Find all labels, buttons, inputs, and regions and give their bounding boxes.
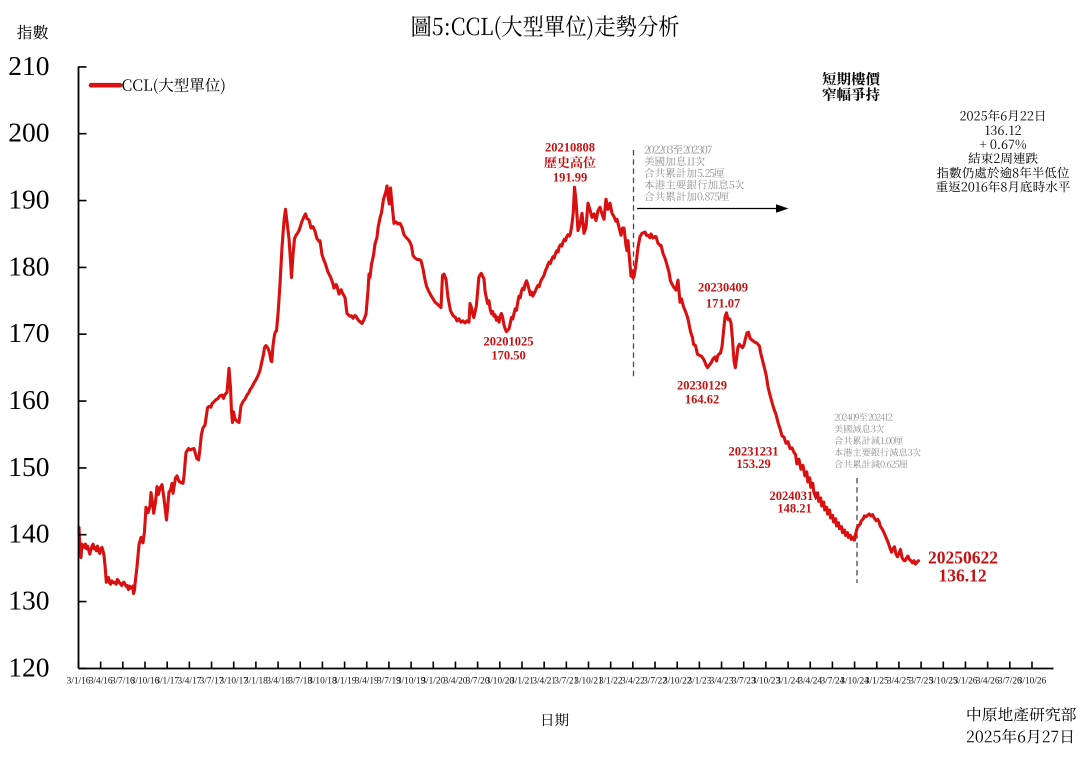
svg-text:120: 120 [8, 651, 49, 682]
svg-text:3/7/16: 3/7/16 [111, 677, 135, 687]
svg-text:3/10/18: 3/10/18 [308, 677, 337, 687]
svg-text:20240317: 20240317 [770, 489, 820, 503]
svg-text:3/7/23: 3/7/23 [732, 677, 756, 687]
svg-text:200: 200 [8, 117, 49, 148]
svg-text:20250622: 20250622 [928, 547, 998, 567]
svg-text:3/10/25: 3/10/25 [929, 677, 958, 687]
svg-text:3/10/21: 3/10/21 [574, 677, 603, 687]
svg-text:148.21: 148.21 [777, 502, 811, 516]
svg-text:130: 130 [8, 585, 49, 616]
svg-text:3/10/20: 3/10/20 [486, 677, 515, 687]
svg-text:190: 190 [8, 184, 49, 215]
svg-text:3/7/24: 3/7/24 [821, 677, 845, 687]
svg-text:3/10/24: 3/10/24 [840, 677, 869, 687]
svg-text:3/4/17: 3/4/17 [178, 677, 202, 687]
svg-text:3/1/23: 3/1/23 [688, 677, 712, 687]
svg-text:3/1/21: 3/1/21 [510, 677, 534, 687]
svg-text:3/10/26: 3/10/26 [1018, 677, 1047, 687]
svg-text:170.50: 170.50 [491, 349, 525, 363]
svg-text:20210808: 20210808 [545, 141, 595, 155]
svg-text:3/1/20: 3/1/20 [421, 677, 445, 687]
svg-text:3/4/20: 3/4/20 [444, 677, 468, 687]
svg-text:20201025: 20201025 [484, 335, 534, 349]
svg-text:3/7/19: 3/7/19 [377, 677, 401, 687]
svg-text:3/10/19: 3/10/19 [397, 677, 426, 687]
svg-text:191.99: 191.99 [553, 171, 587, 185]
svg-text:3/10/16: 3/10/16 [131, 677, 160, 687]
svg-text:140: 140 [8, 518, 49, 549]
svg-text:3/7/18: 3/7/18 [288, 677, 312, 687]
svg-text:180: 180 [8, 250, 49, 281]
svg-text:3/1/17: 3/1/17 [155, 677, 179, 687]
svg-text:3/1/19: 3/1/19 [333, 677, 357, 687]
svg-text:3/1/16: 3/1/16 [67, 677, 91, 687]
svg-text:3/4/21: 3/4/21 [532, 677, 556, 687]
svg-text:136.12: 136.12 [938, 565, 986, 585]
svg-text:160: 160 [8, 384, 49, 415]
svg-text:3/10/23: 3/10/23 [752, 677, 781, 687]
svg-text:20230129: 20230129 [677, 379, 727, 393]
svg-text:3/1/24: 3/1/24 [776, 677, 800, 687]
svg-text:20231231: 20231231 [729, 445, 779, 459]
svg-text:3/4/23: 3/4/23 [710, 677, 734, 687]
svg-text:3/4/24: 3/4/24 [798, 677, 822, 687]
svg-text:3/4/19: 3/4/19 [355, 677, 379, 687]
svg-text:164.62: 164.62 [685, 393, 719, 407]
svg-text:3/4/18: 3/4/18 [266, 677, 290, 687]
svg-text:20230409: 20230409 [698, 281, 748, 295]
svg-text:3/7/20: 3/7/20 [466, 677, 490, 687]
svg-text:3/1/18: 3/1/18 [244, 677, 268, 687]
svg-text:3/1/22: 3/1/22 [599, 677, 623, 687]
svg-text:171.07: 171.07 [706, 297, 740, 311]
svg-text:3/7/17: 3/7/17 [200, 677, 224, 687]
svg-text:3/7/22: 3/7/22 [643, 677, 667, 687]
svg-text:3/7/26: 3/7/26 [998, 677, 1022, 687]
svg-text:3/7/25: 3/7/25 [909, 677, 933, 687]
svg-text:170: 170 [8, 317, 49, 348]
svg-text:3/4/22: 3/4/22 [621, 677, 645, 687]
svg-text:3/10/17: 3/10/17 [219, 677, 248, 687]
svg-text:3/1/25: 3/1/25 [865, 677, 889, 687]
svg-text:150: 150 [8, 451, 49, 482]
svg-text:3/4/25: 3/4/25 [887, 677, 911, 687]
svg-text:3/10/22: 3/10/22 [663, 677, 692, 687]
svg-text:153.29: 153.29 [736, 457, 770, 471]
svg-text:3/7/21: 3/7/21 [554, 677, 578, 687]
svg-text:210: 210 [8, 50, 49, 81]
svg-text:3/1/26: 3/1/26 [954, 677, 978, 687]
svg-text:3/4/26: 3/4/26 [976, 677, 1000, 687]
svg-text:3/4/16: 3/4/16 [89, 677, 113, 687]
